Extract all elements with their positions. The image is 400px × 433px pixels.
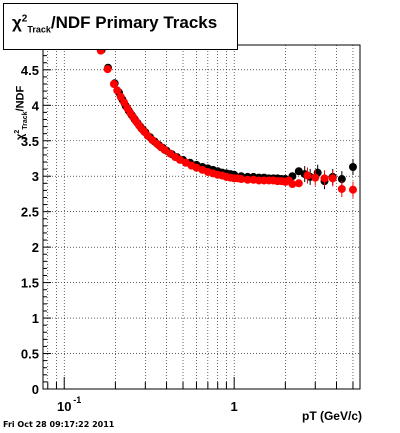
x-tick-label: 1 xyxy=(231,399,238,414)
data-point-red xyxy=(329,174,337,182)
title-sub: Track xyxy=(27,24,51,34)
title-box: χ2Track/NDF Primary Tracks xyxy=(3,3,238,50)
plot-frame xyxy=(43,45,360,389)
y-tick-label: 2 xyxy=(32,240,39,255)
x-tick-label: 10 xyxy=(57,399,71,414)
data-point-red xyxy=(349,186,357,194)
y-tick-label: 4 xyxy=(32,98,40,113)
data-point-red xyxy=(104,65,112,73)
ylabel-sub: Track xyxy=(22,111,29,129)
y-tick-label: 0.5 xyxy=(21,347,39,362)
y-tick-label: 1 xyxy=(32,311,39,326)
ylabel-rest: /NDF xyxy=(15,86,27,112)
ylabel-sup: 2 xyxy=(14,130,21,134)
y-tick-label: 2.5 xyxy=(21,205,39,220)
ylabel-chi: χ xyxy=(15,134,27,140)
title-chi: χ xyxy=(12,13,22,32)
data-point-red xyxy=(303,172,311,180)
y-tick-label: 0 xyxy=(32,382,39,397)
y-axis-label: χ2Track/NDF xyxy=(14,86,29,140)
data-point-red xyxy=(311,174,319,182)
timestamp-footer: Fri Oct 28 09:17:22 2011 xyxy=(3,420,114,429)
x-axis-label: pT (GeV/c) xyxy=(302,409,362,423)
title-sup: 2 xyxy=(22,13,28,24)
data-point-black xyxy=(349,163,357,171)
y-tick-label: 1.5 xyxy=(21,276,39,291)
data-point-red xyxy=(295,179,303,187)
y-tick-label: 3 xyxy=(32,169,39,184)
x-tick-exponent: -1 xyxy=(73,395,81,405)
chart-title: χ2Track/NDF Primary Tracks xyxy=(12,13,217,34)
data-point-red xyxy=(338,185,346,193)
data-point-red xyxy=(321,174,329,182)
title-rest: /NDF Primary Tracks xyxy=(51,13,217,32)
y-tick-label: 4.5 xyxy=(21,63,39,78)
